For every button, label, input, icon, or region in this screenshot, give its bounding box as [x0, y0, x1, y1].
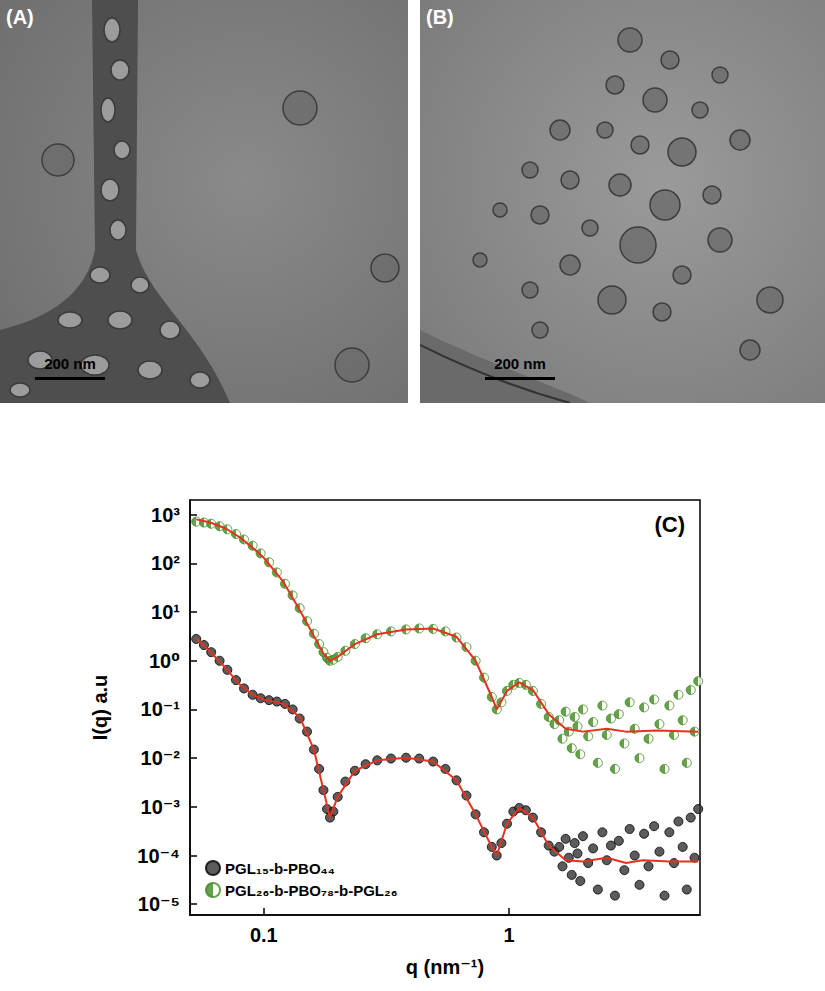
svg-text:10²: 10²	[151, 552, 180, 574]
svg-text:0.1: 0.1	[250, 924, 278, 946]
svg-text:10³: 10³	[151, 504, 180, 526]
svg-text:(B): (B)	[426, 6, 454, 28]
svg-text:10¹: 10¹	[151, 601, 180, 623]
svg-text:10⁻⁴: 10⁻⁴	[137, 845, 180, 867]
svg-text:10⁻²: 10⁻²	[141, 747, 181, 769]
svg-text:10⁰: 10⁰	[149, 650, 180, 672]
svg-text:10⁻⁵: 10⁻⁵	[138, 893, 180, 915]
svg-text:(A): (A)	[6, 6, 34, 28]
svg-text:PGL₁₅-b-PBO₄₄: PGL₁₅-b-PBO₄₄	[225, 860, 335, 877]
svg-text:q (nm⁻¹): q (nm⁻¹)	[406, 956, 484, 978]
svg-text:200 nm: 200 nm	[494, 355, 546, 372]
svg-text:10⁻³: 10⁻³	[141, 796, 181, 818]
svg-text:I(q) a.u: I(q) a.u	[89, 675, 111, 741]
svg-text:1: 1	[504, 924, 515, 946]
svg-text:200 nm: 200 nm	[44, 355, 96, 372]
svg-text:10⁻¹: 10⁻¹	[141, 698, 181, 720]
svg-text:(C): (C)	[654, 512, 685, 537]
svg-text:PGL₂₆-b-PBO₇₈-b-PGL₂₆: PGL₂₆-b-PBO₇₈-b-PGL₂₆	[225, 882, 397, 899]
